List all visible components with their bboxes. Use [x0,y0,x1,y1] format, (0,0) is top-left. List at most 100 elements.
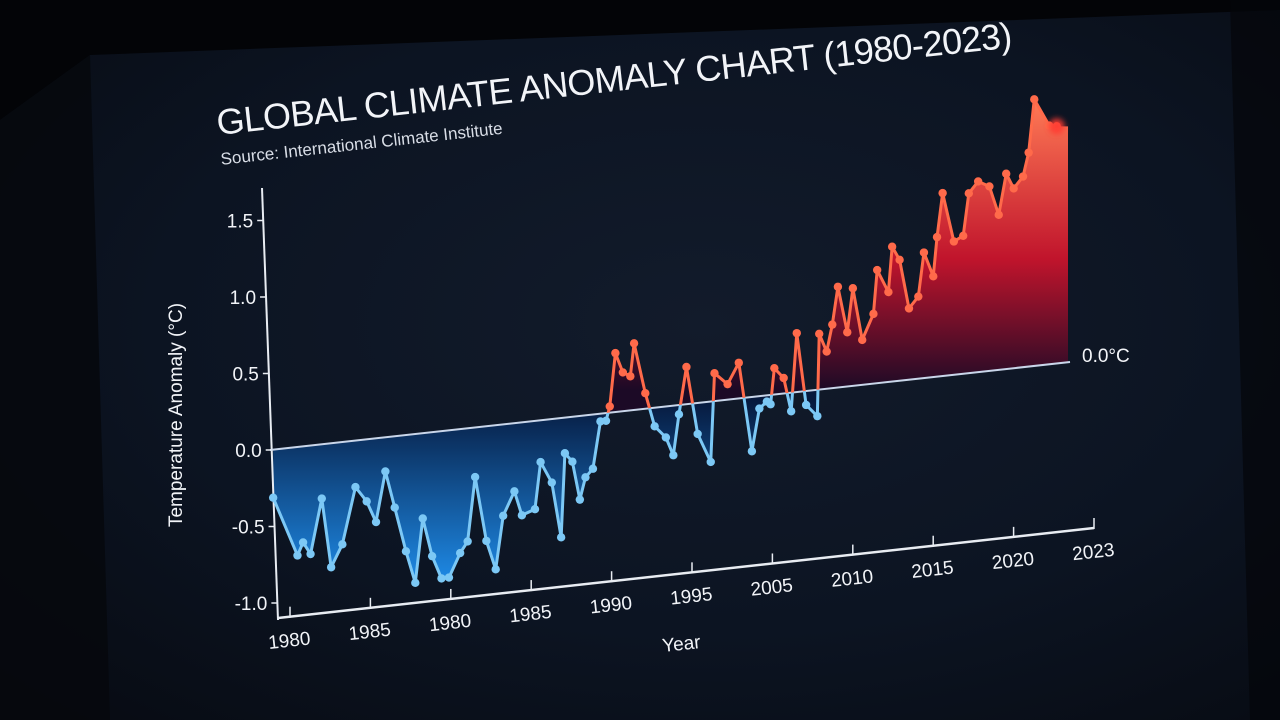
data-point [1002,169,1011,178]
x-tick-label: 2020 [991,549,1035,575]
data-point [530,505,540,514]
data-point [470,472,480,482]
data-point [444,573,454,582]
data-point [872,265,882,275]
data-point [560,449,570,458]
data-point [887,242,897,251]
data-point [463,537,472,546]
y-tick-label: 1.0 [230,288,256,309]
data-point [641,389,650,398]
data-point [362,497,371,506]
data-point [828,320,837,329]
data-point [575,495,585,504]
data-point [510,487,519,496]
data-point [822,347,831,356]
data-point [1009,184,1018,193]
data-point [491,565,500,574]
data-point [390,503,399,512]
data-point [437,574,446,583]
data-point [964,189,974,198]
y-tick-label: 0.0 [235,441,261,462]
data-point [298,538,308,547]
data-point [959,231,968,240]
data-point [381,467,390,476]
data-point [482,536,491,546]
data-point [786,407,796,416]
data-point [779,373,788,383]
data-point [770,363,779,373]
data-point [766,400,775,409]
x-tick-label: 1985 [508,602,552,628]
x-axis-label: Year [661,632,702,657]
data-point [858,335,867,345]
x-tick-label: 2015 [910,558,954,584]
data-point [932,232,942,242]
data-point [792,328,801,338]
data-point [904,304,914,313]
data-point [747,447,757,456]
data-point [411,578,420,588]
data-point [371,517,381,527]
data-point [949,237,959,246]
x-tick-label: 1985 [348,620,392,646]
data-point [338,540,347,549]
data-point [869,309,878,319]
data-point [306,549,315,559]
x-tick-label: 2005 [750,575,794,601]
data-point [848,284,858,293]
data-point [547,478,556,487]
y-tick-label: -1.0 [235,594,268,615]
data-point [669,451,678,460]
data-point [833,282,843,291]
x-tick-label: 1990 [589,593,633,619]
data-point [914,292,923,301]
data-point [884,287,893,297]
data-point [929,272,938,281]
data-point [498,511,508,521]
data-point [605,402,614,411]
negative-anomaly-area [273,347,1068,583]
data-point [455,548,465,558]
latest-point-glow [1048,118,1065,135]
chart-title: GLOBAL CLIMATE ANOMALY CHART (1980-2023) [214,14,1014,143]
data-point [427,551,437,561]
data-point [674,410,684,419]
y-axis-line [261,187,279,621]
data-point [985,182,994,191]
data-point [268,493,278,502]
data-point [813,411,822,421]
data-point [682,362,691,372]
data-point [1030,95,1039,104]
data-point [843,328,852,337]
data-point [1018,172,1028,181]
data-point [994,210,1003,220]
baseline-label: 0.0°C [1082,346,1130,367]
data-point [536,457,545,467]
data-point [326,563,336,572]
x-tick-label: 1995 [669,584,713,610]
data-point [351,482,360,492]
data-point [317,494,326,503]
data-point [650,422,659,431]
data-point [723,379,732,389]
y-tick-label: 0.5 [232,365,258,386]
x-tick-label: 2023 [1071,540,1115,566]
data-point [801,400,811,410]
data-point [418,514,427,523]
data-point [1024,148,1033,157]
data-point [693,429,702,439]
x-tick-label: 1980 [428,611,472,637]
data-point [556,533,566,542]
data-point [611,348,620,358]
data-point [755,404,764,413]
data-point [588,464,598,473]
data-point [581,473,590,482]
x-tick-label: 2010 [830,566,874,592]
data-point [629,339,639,348]
data-point [895,255,904,265]
x-tick-label: 1980 [267,628,311,654]
data-point [626,372,635,381]
anomaly-line-positive [271,97,1057,454]
